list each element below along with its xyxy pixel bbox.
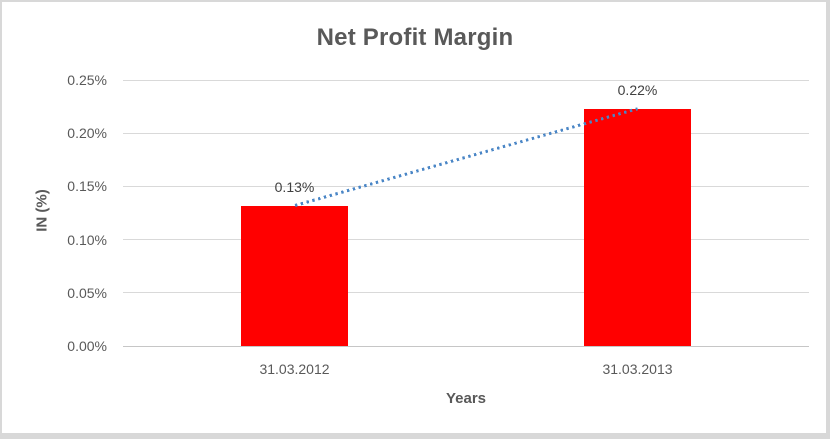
gridline xyxy=(123,132,809,134)
gridline xyxy=(123,79,809,81)
y-tick-label: 0.25% xyxy=(67,72,107,88)
gridline xyxy=(123,239,809,241)
y-tick-label: 0.10% xyxy=(67,231,107,248)
gridline xyxy=(123,185,809,187)
data-label: 0.22% xyxy=(617,81,658,98)
y-tick-label: 0.05% xyxy=(67,284,107,301)
data-label: 0.13% xyxy=(274,178,315,195)
chart-title: Net Profit Margin xyxy=(316,24,514,51)
x-axis-title: Years xyxy=(445,390,487,407)
y-axis-title: IN (%) xyxy=(33,189,51,232)
gridline xyxy=(123,292,809,294)
y-tick-label: 0.20% xyxy=(67,125,107,142)
y-tick-label: 0.00% xyxy=(67,338,107,354)
x-tick-label: 31.03.2012 xyxy=(259,361,330,377)
x-axis-line xyxy=(123,345,809,347)
bar-31.03.2013 xyxy=(584,108,691,346)
x-tick-label: 31.03.2013 xyxy=(602,361,673,377)
bar-31.03.2012 xyxy=(241,205,348,346)
y-tick-label: 0.15% xyxy=(67,178,107,195)
